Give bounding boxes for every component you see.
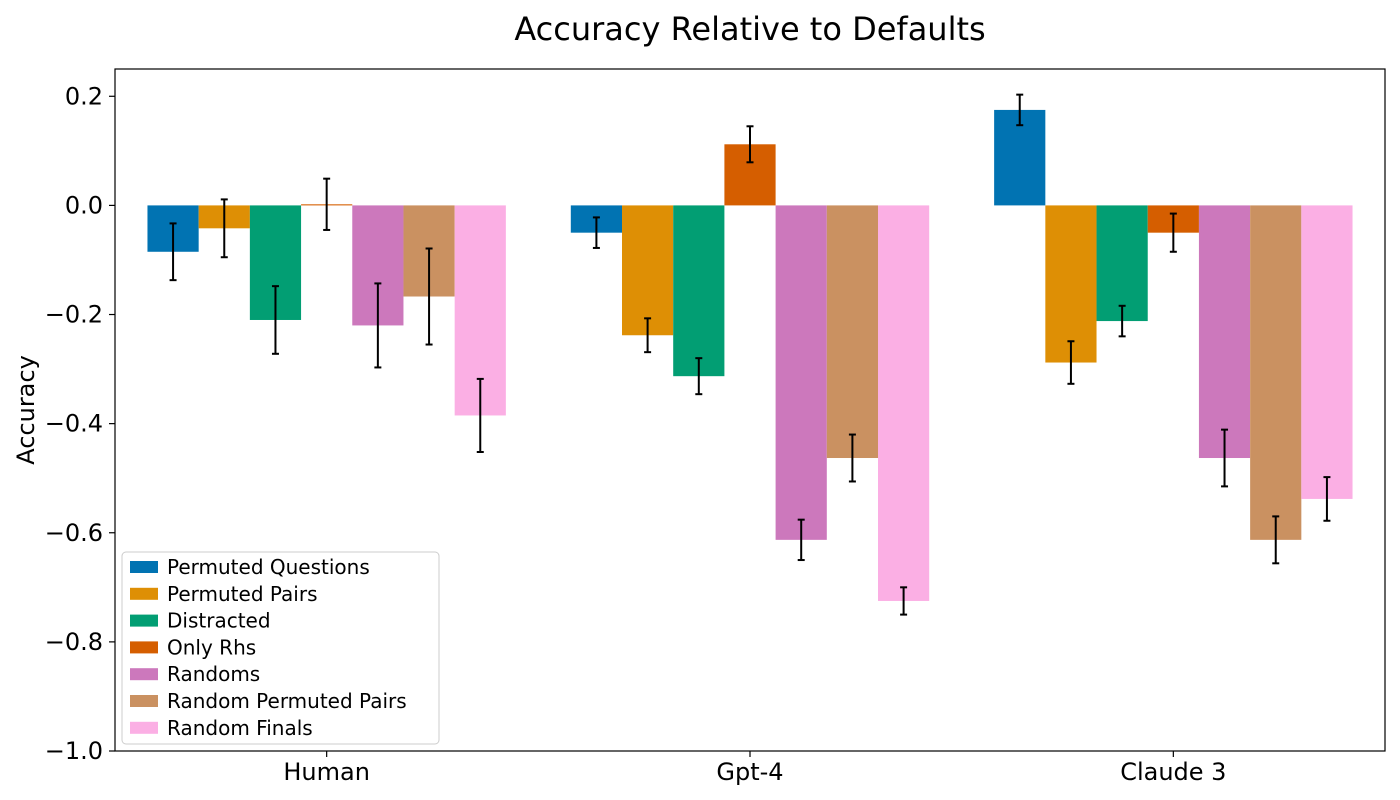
- legend-item: Random Finals: [130, 716, 313, 740]
- legend-swatch: [130, 641, 158, 654]
- legend-item: Distracted: [130, 609, 271, 633]
- legend-swatch: [130, 587, 158, 600]
- error-bar: [695, 357, 703, 396]
- legend-item: Permuted Questions: [130, 555, 370, 579]
- legend-swatch: [130, 721, 158, 734]
- legend-label: Permuted Questions: [167, 555, 370, 579]
- error-bar: [169, 222, 177, 282]
- x-tick-label: Human: [283, 758, 370, 786]
- error-bar: [1118, 304, 1126, 338]
- y-tick-label: −0.2: [45, 301, 103, 329]
- bar: [1198, 205, 1251, 459]
- y-axis: 0.2 0.0 −0.2 −0.4 −0.6 −0.8 −1.0: [45, 82, 115, 765]
- legend-item: Random Permuted Pairs: [130, 689, 407, 713]
- bar: [1301, 205, 1353, 499]
- legend-item: Randoms: [130, 662, 260, 686]
- error-bar: [797, 518, 805, 562]
- error-bar: [323, 177, 331, 231]
- error-bar: [1221, 428, 1229, 488]
- bar: [1250, 205, 1302, 540]
- y-tick-label: −0.8: [45, 628, 103, 656]
- bar: [826, 205, 878, 459]
- error-bar: [746, 125, 754, 164]
- bar: [1045, 205, 1097, 363]
- error-bar: [900, 586, 908, 616]
- error-bar: [374, 282, 382, 369]
- legend-label: Permuted Pairs: [167, 582, 318, 606]
- y-axis-label: Accuracy: [12, 355, 40, 465]
- legend-label: Random Finals: [167, 716, 313, 740]
- error-bar: [476, 377, 484, 454]
- legend-label: Random Permuted Pairs: [167, 689, 407, 713]
- bar: [673, 205, 725, 377]
- plot-area: [147, 93, 1353, 616]
- legend-box: [121, 551, 440, 745]
- error-bar: [592, 216, 600, 249]
- legend-label: Randoms: [167, 662, 260, 686]
- bar: [775, 205, 827, 540]
- x-axis: Human Gpt-4 Claude 3: [283, 751, 1226, 786]
- bar: [622, 205, 674, 336]
- error-bar: [848, 433, 856, 483]
- bar: [1096, 205, 1148, 322]
- legend-item: Permuted Pairs: [130, 582, 318, 606]
- error-bar: [1272, 515, 1280, 565]
- y-tick-label: −1.0: [45, 737, 103, 765]
- x-tick-label: Gpt-4: [716, 758, 783, 786]
- error-bar: [1067, 340, 1075, 385]
- legend-swatch: [130, 614, 158, 627]
- error-bar: [644, 317, 652, 354]
- plot-frame: [114, 68, 1386, 752]
- y-tick-label: −0.4: [45, 410, 103, 438]
- x-tick-label: Claude 3: [1120, 758, 1226, 786]
- error-bar: [1016, 93, 1024, 127]
- error-bar: [1169, 212, 1177, 253]
- legend: Permuted Questions Permuted Pairs Distract…: [121, 551, 440, 745]
- legend-label: Only Rhs: [167, 635, 256, 659]
- legend-item: Only Rhs: [130, 635, 256, 659]
- error-bar: [220, 198, 228, 259]
- legend-label: Distracted: [167, 609, 271, 633]
- legend-swatch: [130, 668, 158, 681]
- error-bar: [425, 247, 433, 346]
- legend-swatch: [130, 695, 158, 707]
- error-bar: [1323, 476, 1331, 522]
- legend-swatch: [130, 561, 158, 573]
- chart-title: Accuracy Relative to Defaults: [514, 10, 985, 48]
- y-tick-label: 0.0: [65, 191, 103, 219]
- bar: [878, 205, 930, 601]
- error-bar: [271, 285, 279, 355]
- y-tick-label: 0.2: [65, 82, 103, 110]
- y-tick-label: −0.6: [45, 519, 103, 547]
